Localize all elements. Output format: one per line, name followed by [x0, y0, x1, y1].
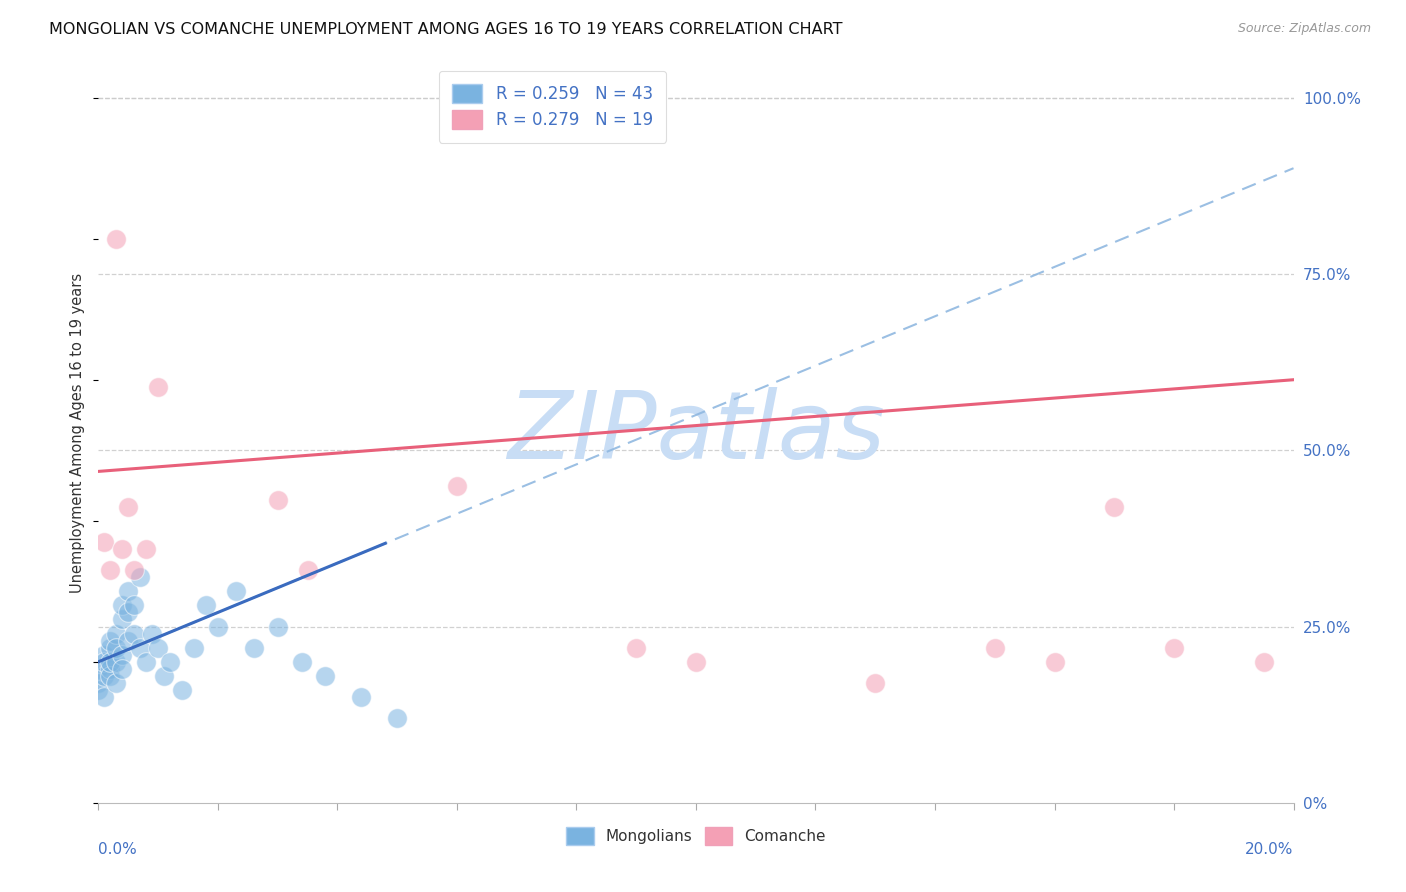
Point	[315, 669, 337, 683]
Point	[148, 380, 170, 394]
Point	[195, 599, 218, 613]
Text: Source: ZipAtlas.com: Source: ZipAtlas.com	[1237, 22, 1371, 36]
Point	[87, 676, 110, 690]
Point	[98, 633, 122, 648]
Point	[93, 669, 115, 683]
Point	[159, 655, 181, 669]
Point	[87, 662, 110, 676]
Point	[105, 232, 128, 246]
Point	[117, 633, 139, 648]
Point	[105, 626, 128, 640]
Point	[1104, 500, 1126, 514]
Text: 0.0%: 0.0%	[98, 841, 138, 856]
Point	[98, 662, 122, 676]
Point	[1163, 640, 1185, 655]
Point	[446, 478, 468, 492]
Text: MONGOLIAN VS COMANCHE UNEMPLOYMENT AMONG AGES 16 TO 19 YEARS CORRELATION CHART: MONGOLIAN VS COMANCHE UNEMPLOYMENT AMONG…	[49, 22, 842, 37]
Point	[124, 599, 146, 613]
Point	[111, 612, 134, 626]
Point	[183, 640, 205, 655]
Point	[243, 640, 266, 655]
Point	[87, 683, 110, 698]
Text: 20.0%: 20.0%	[1246, 841, 1294, 856]
Point	[267, 619, 290, 633]
Point	[141, 626, 163, 640]
Point	[291, 655, 314, 669]
Point	[350, 690, 373, 704]
Point	[93, 648, 115, 662]
Point	[98, 669, 122, 683]
Legend: Mongolians, Comanche: Mongolians, Comanche	[560, 821, 832, 851]
Point	[111, 662, 134, 676]
Text: ZIPatlas: ZIPatlas	[508, 387, 884, 478]
Point	[865, 676, 887, 690]
Point	[626, 640, 648, 655]
Point	[172, 683, 194, 698]
Point	[225, 584, 247, 599]
Point	[98, 655, 122, 669]
Point	[111, 541, 134, 556]
Point	[117, 584, 139, 599]
Point	[135, 541, 157, 556]
Point	[124, 563, 146, 577]
Point	[111, 648, 134, 662]
Point	[129, 570, 152, 584]
Point	[984, 640, 1007, 655]
Point	[105, 676, 128, 690]
Point	[105, 640, 128, 655]
Point	[135, 655, 157, 669]
Point	[93, 690, 115, 704]
Point	[124, 626, 146, 640]
Point	[685, 655, 707, 669]
Point	[148, 640, 170, 655]
Point	[207, 619, 229, 633]
Point	[117, 500, 139, 514]
Point	[105, 655, 128, 669]
Point	[93, 655, 115, 669]
Point	[1253, 655, 1275, 669]
Point	[297, 563, 319, 577]
Point	[111, 599, 134, 613]
Point	[385, 711, 409, 725]
Point	[98, 563, 122, 577]
Y-axis label: Unemployment Among Ages 16 to 19 years: Unemployment Among Ages 16 to 19 years	[70, 273, 86, 592]
Point	[117, 606, 139, 620]
Point	[1043, 655, 1066, 669]
Point	[129, 640, 152, 655]
Point	[267, 492, 290, 507]
Point	[153, 669, 176, 683]
Point	[93, 535, 115, 549]
Point	[98, 640, 122, 655]
